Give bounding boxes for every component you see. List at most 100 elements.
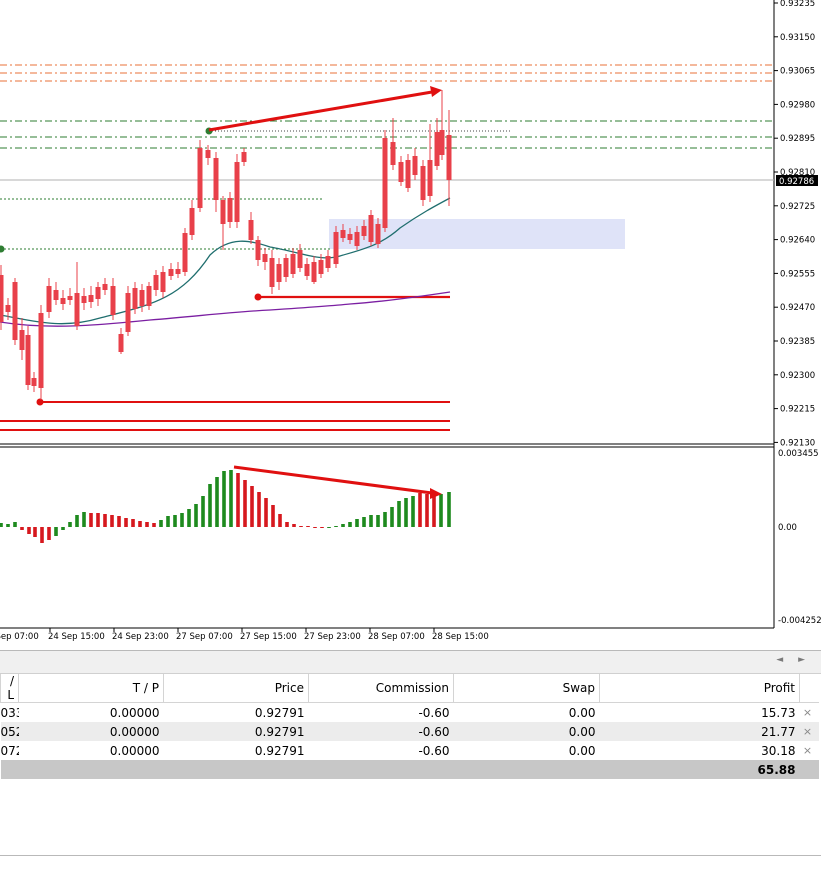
candle-body — [182, 233, 188, 272]
histogram-bar — [13, 522, 17, 527]
histogram-bar — [110, 515, 114, 527]
table-row[interactable]: 072 0.00000 0.92791 -0.60 0.00 30.18 × — [1, 741, 819, 760]
histogram-bar — [404, 498, 408, 527]
total-row: 65.88 — [0, 760, 819, 779]
candle-body — [102, 284, 108, 290]
green-pivot-marker[interactable] — [0, 245, 5, 253]
time-axis-label: 27 Sep 15:00 — [240, 632, 297, 642]
cell-profit: 21.77 — [599, 722, 800, 741]
price-axis[interactable]: 0.93235 0.93150 0.93065 0.92980 0.92895 0.928… — [774, 0, 815, 448]
candle-body — [0, 275, 4, 322]
histogram-bar — [320, 527, 324, 528]
price-divergence-arrow[interactable] — [208, 86, 442, 132]
histogram-bar — [180, 513, 184, 527]
price-axis-label: 0.92215 — [780, 405, 815, 415]
table-row[interactable]: 052 0.00000 0.92791 -0.60 0.00 21.77 × — [0, 722, 819, 741]
candle-body — [118, 334, 124, 352]
terminal-panel[interactable]: ◄ ► / L T / P Price Commission Swap Prof… — [0, 650, 821, 869]
candle-body — [139, 290, 145, 306]
trades-table[interactable]: / L T / P Price Commission Swap Profit 0… — [0, 674, 819, 779]
price-axis-label: 0.92470 — [780, 303, 815, 313]
histogram-bar — [0, 523, 3, 527]
histogram-bar — [138, 521, 142, 527]
close-position-icon[interactable]: × — [799, 722, 819, 741]
price-axis-label: 0.92385 — [780, 337, 815, 347]
candle-body — [146, 286, 152, 306]
tab-scroll-arrows[interactable]: ◄ ► — [776, 655, 811, 665]
candle-body — [390, 142, 396, 165]
column-header-price[interactable]: Price — [163, 674, 309, 703]
cell-swap: 0.00 — [568, 743, 596, 758]
cell-price: 0.92791 — [254, 743, 305, 758]
candle-body — [269, 258, 275, 287]
histogram-bar — [75, 515, 79, 527]
time-axis-label: 24 Sep 23:00 — [112, 632, 169, 642]
candle-body — [160, 272, 166, 292]
total-profit: 65.88 — [599, 760, 800, 779]
orange-resistance-levels[interactable] — [0, 64, 774, 82]
time-axis-label: 27 Sep 23:00 — [304, 632, 361, 642]
oscillator-histogram[interactable] — [0, 470, 451, 543]
candle-body — [60, 298, 66, 304]
candle-body — [125, 293, 131, 332]
histogram-bar — [131, 519, 135, 527]
histogram-bar — [82, 512, 86, 527]
histogram-bar — [68, 522, 72, 527]
candle-body — [368, 215, 374, 242]
candle-body — [19, 330, 25, 350]
column-header-tp[interactable]: T / P — [18, 674, 164, 703]
slow-moving-average[interactable] — [0, 291, 451, 327]
candle-body — [276, 264, 282, 282]
time-axis-label: 24 Sep 15:00 — [48, 632, 105, 642]
histogram-bar — [292, 524, 296, 527]
histogram-bar — [54, 527, 58, 536]
column-header-spacer — [799, 674, 819, 703]
price-axis-label: 0.92300 — [780, 371, 815, 381]
column-header-commission[interactable]: Commission — [308, 674, 454, 703]
table-row[interactable]: 033 0.00000 0.92791 -0.60 0.00 15.73 × — [1, 703, 819, 723]
candle-body — [168, 269, 174, 276]
cell-commission: -0.60 — [418, 705, 450, 720]
histogram-bar — [264, 498, 268, 527]
column-header-swap[interactable]: Swap — [453, 674, 600, 703]
cell-sl: 072 — [0, 743, 19, 758]
histogram-bar — [306, 526, 310, 527]
close-position-icon[interactable]: × — [802, 744, 813, 757]
price-axis-label: 0.92555 — [780, 269, 815, 279]
indicator-axis-label: 0.00 — [778, 523, 797, 533]
price-axis-label: 0.92810 — [780, 168, 815, 178]
price-chart[interactable]: 0.93235 0.93150 0.93065 0.92980 0.92895 0.928… — [0, 0, 821, 650]
column-header-sl[interactable]: / L — [0, 674, 19, 703]
histogram-bar — [215, 477, 219, 527]
candlesticks[interactable] — [0, 90, 452, 400]
candle-body — [46, 286, 52, 312]
oscillator-divergence-arrow[interactable] — [233, 465, 442, 499]
histogram-bar — [250, 486, 254, 527]
price-axis-label: 0.92895 — [780, 134, 815, 144]
candle-body — [434, 132, 440, 166]
indicator-axis-label: 0.003455 — [778, 449, 819, 459]
candle-body — [412, 156, 418, 175]
time-axis-label: 27 Sep 07:00 — [176, 632, 233, 642]
close-position-icon[interactable]: × — [802, 706, 813, 719]
histogram-bar — [27, 527, 31, 534]
histogram-bar — [96, 513, 100, 527]
cell-commission: -0.60 — [418, 743, 450, 758]
histogram-bar — [278, 514, 282, 527]
time-axis-label: 24 Sep 07:00 — [0, 632, 39, 642]
terminal-toolbar: ◄ ► — [0, 650, 821, 674]
histogram-bar — [439, 494, 443, 527]
terminal-bottom-divider — [0, 855, 821, 856]
candle-body — [398, 162, 404, 182]
candle-body — [81, 296, 87, 303]
candle-body — [255, 240, 261, 260]
histogram-bar — [299, 526, 303, 527]
histogram-bar — [334, 526, 338, 527]
candle-body — [311, 262, 317, 282]
candle-body — [153, 275, 159, 290]
column-header-profit[interactable]: Profit — [599, 674, 800, 703]
candle-body — [325, 256, 331, 268]
histogram-bar — [271, 505, 275, 527]
candle-body — [347, 234, 353, 240]
histogram-bar — [117, 516, 121, 527]
